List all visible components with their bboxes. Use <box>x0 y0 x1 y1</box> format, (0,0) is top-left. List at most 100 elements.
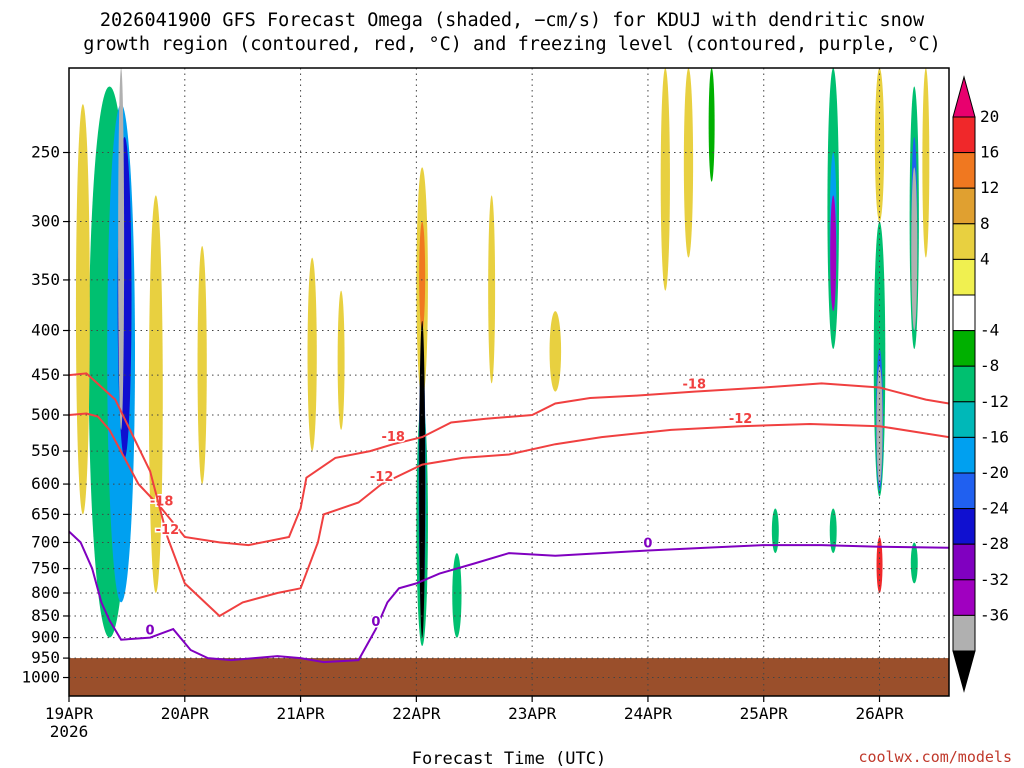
omega-band-24 <box>771 508 779 554</box>
y-tick-label-550: 550 <box>31 441 60 460</box>
y-tick-label-300: 300 <box>31 212 60 231</box>
y-tick-label-500: 500 <box>31 405 60 424</box>
contour-label--18-1: -18 <box>381 430 405 445</box>
contour-label-0-1: 0 <box>371 615 380 630</box>
omega-up-26apr <box>876 536 883 594</box>
omega-26apr-upper <box>911 167 918 331</box>
colorbar-box-12 <box>952 543 976 581</box>
x-tick-year: 2026 <box>50 722 89 741</box>
x-tick-label-25APR: 25APR <box>740 704 789 723</box>
x-tick-label-24APR: 24APR <box>624 704 673 723</box>
x-tick-label-26APR: 26APR <box>855 704 904 723</box>
colorbar-box-9 <box>952 436 976 474</box>
y-tick-label-600: 600 <box>31 474 60 493</box>
colorbar: 20 16 12 8 4 -4 -8 -12 -16 -20 -24 -28 -32 -36 <box>952 75 1009 693</box>
y-tick-label-750: 750 <box>31 559 60 578</box>
contour-label--12-1: -12 <box>370 470 394 485</box>
colorbar-box-2 <box>952 187 976 225</box>
omega-band-16 <box>683 68 694 258</box>
y-tick-label-400: 400 <box>31 321 60 340</box>
credit-text: coolwx.com/models <box>858 748 1012 766</box>
colorbar-box-13 <box>952 579 976 616</box>
colorbar-label-10: -24 <box>980 499 1009 518</box>
omega-band-13 <box>488 195 496 384</box>
colorbar-box-3 <box>952 223 976 260</box>
colorbar-label-4: 4 <box>980 249 990 268</box>
colorbar-label-12: -32 <box>980 570 1009 589</box>
omega-band-27 <box>922 68 930 258</box>
y-tick-label-650: 650 <box>31 504 60 523</box>
omega-spike-22apr <box>419 320 426 638</box>
y-tick-label-800: 800 <box>31 583 60 602</box>
colorbar-box-8 <box>952 401 976 438</box>
colorbar-label-11: -28 <box>980 534 1009 553</box>
contour-label-0-2: 0 <box>643 536 652 551</box>
colorbar-label-0: 20 <box>980 107 999 126</box>
contour-lines: -18 -18 -18 -12 -12 -12 0 0 0 <box>69 372 949 664</box>
omega-band-3 <box>75 104 90 515</box>
omega-band-6 <box>307 257 317 452</box>
y-axis: 250 300 350 400 450 500 550 600 650 700 750 800 850 9… <box>21 143 69 687</box>
y-tick-label-850: 850 <box>31 606 60 625</box>
omega-band-15 <box>660 68 670 291</box>
omega-25apr-upper <box>830 195 837 312</box>
omega-band-7 <box>337 290 345 430</box>
omega-band-4 <box>148 195 163 594</box>
omega-band-26 <box>910 542 918 584</box>
y-tick-label-1000: 1000 <box>21 668 60 687</box>
x-tick-label-21APR: 21APR <box>276 704 325 723</box>
colorbar-label-8: -16 <box>980 427 1009 446</box>
y-tick-label-350: 350 <box>31 270 60 289</box>
contour-label-0-0: 0 <box>146 624 155 639</box>
x-axis-label: Forecast Time (UTC) <box>412 749 606 768</box>
x-tick-label-22APR: 22APR <box>392 704 441 723</box>
grid-lines <box>69 68 949 696</box>
colorbar-label-6: -8 <box>980 356 999 375</box>
contour-label--12-0: -12 <box>156 523 180 538</box>
colorbar-box-14 <box>952 614 976 652</box>
y-tick-label-950: 950 <box>31 648 60 667</box>
chart-title-line1: 2026041900 GFS Forecast Omega (shaded, −… <box>100 10 925 31</box>
colorbar-box-4 <box>952 258 976 296</box>
x-axis: 19APR 20APR 21APR 22APR 23APR 24APR 25APR 26APR <box>45 696 904 723</box>
x-tick-label-20APR: 20APR <box>161 704 210 723</box>
contour-label--12-2: -12 <box>729 412 753 427</box>
colorbar-box-0 <box>952 116 976 154</box>
colorbar-box-11 <box>952 508 976 545</box>
x-tick-label-19APR: 19APR <box>45 704 94 723</box>
omega-band-14 <box>549 311 562 392</box>
omega-shading <box>75 68 930 646</box>
colorbar-label-3: 8 <box>980 214 990 233</box>
colorbar-box-1 <box>952 152 976 189</box>
y-tick-label-450: 450 <box>31 365 60 384</box>
omega-band-9 <box>419 221 426 331</box>
contour-0 <box>69 530 949 664</box>
colorbar-label-7: -12 <box>980 392 1009 411</box>
colorbar-box-7 <box>952 365 976 403</box>
colorbar-box-5 <box>952 294 976 332</box>
colorbar-label-1: 16 <box>980 143 999 162</box>
omega-core-19apr <box>118 68 125 430</box>
colorbar-label-13: -36 <box>980 605 1009 624</box>
contour--12 <box>69 372 949 618</box>
colorbar-label-2: 12 <box>980 178 999 197</box>
contour-label--18-2: -18 <box>683 378 707 393</box>
y-tick-label-250: 250 <box>31 143 60 162</box>
plot-frame <box>68 67 950 697</box>
chart-title-line2: growth region (contoured, red, °C) and f… <box>83 34 941 55</box>
contour-label--18-0: -18 <box>150 495 174 510</box>
colorbar-box-6 <box>952 330 976 367</box>
y-tick-label-700: 700 <box>31 532 60 551</box>
colorbar-top-triangle <box>952 75 976 118</box>
x-tick-label-23APR: 23APR <box>508 704 557 723</box>
colorbar-label-5: -4 <box>980 321 999 340</box>
y-tick-label-900: 900 <box>31 628 60 647</box>
contour--18 <box>69 382 949 547</box>
omega-band-5 <box>197 245 207 485</box>
omega-band-17 <box>708 68 715 182</box>
colorbar-bottom-triangle <box>952 650 976 693</box>
plot-area <box>69 68 949 696</box>
colorbar-label-9: -20 <box>980 463 1009 482</box>
colorbar-box-10 <box>952 472 976 510</box>
